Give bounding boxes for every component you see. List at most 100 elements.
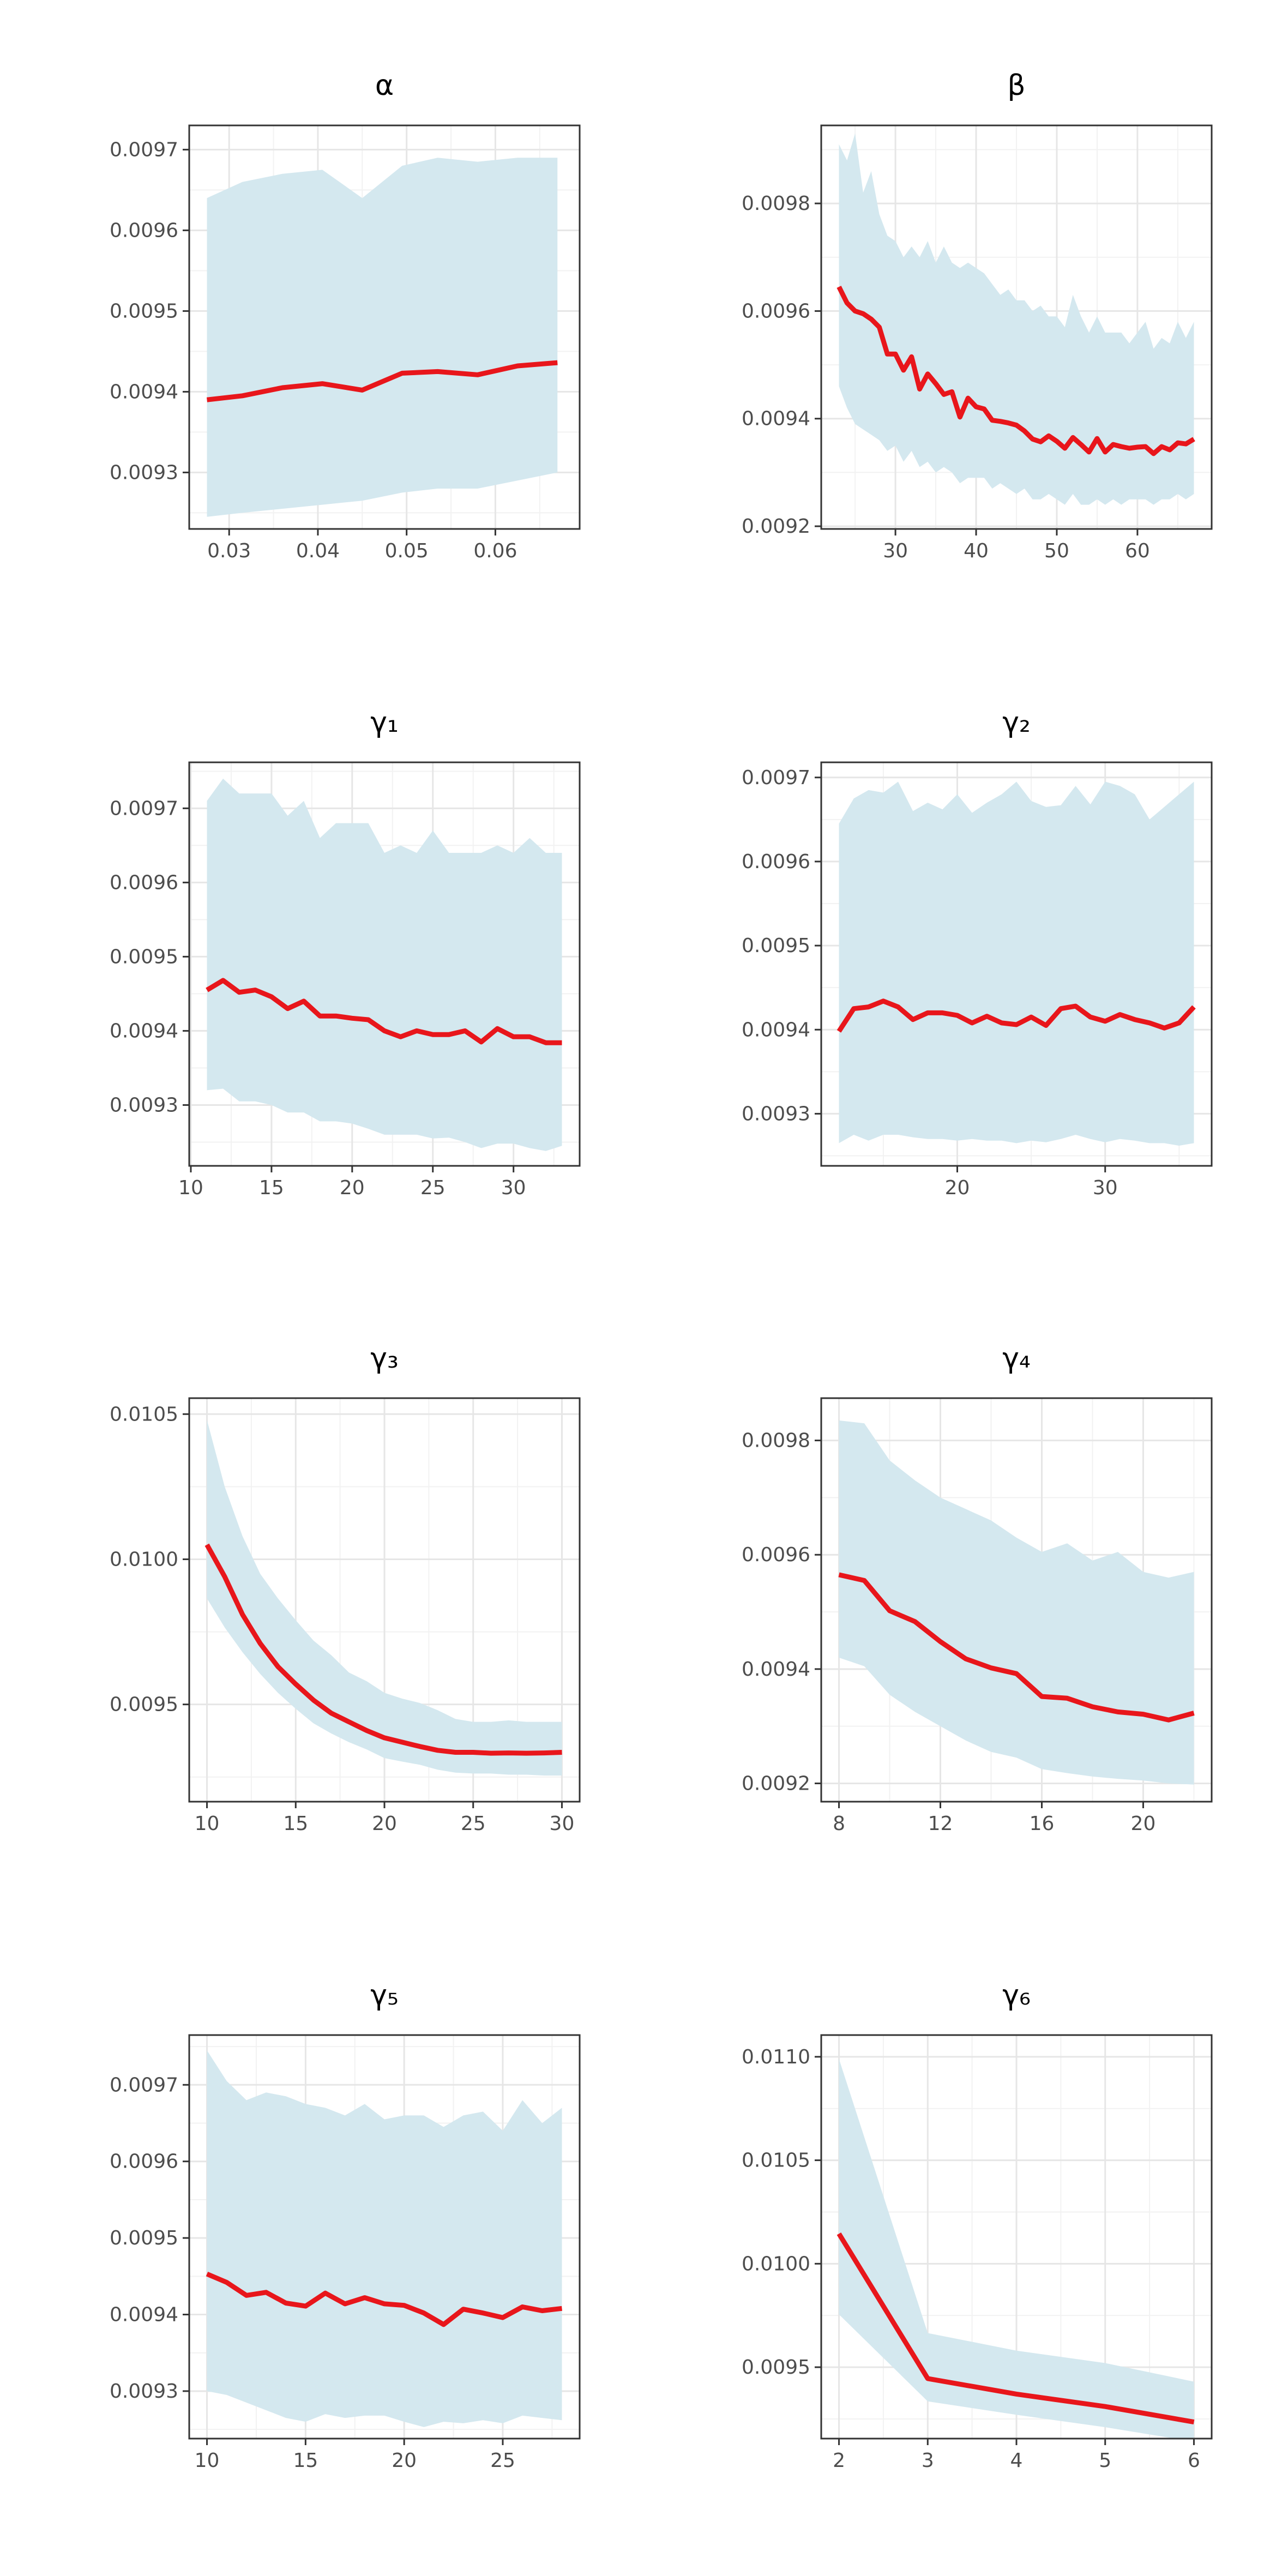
panel-border: [820, 1397, 1213, 1803]
y-tick-label: 0.0096: [110, 2151, 178, 2173]
y-tick-label: 0.0094: [742, 408, 810, 430]
panel-border: [188, 761, 581, 1167]
y-tick-label: 0.0092: [742, 515, 810, 538]
x-tick-label: 0.04: [296, 540, 340, 562]
y-tick-label: 0.0098: [742, 192, 810, 215]
y-tick-label: 0.0095: [742, 2356, 810, 2379]
x-tick-label: 25: [461, 1813, 486, 1835]
x-tick-label: 20: [1131, 1813, 1156, 1835]
x-tick-label: 6: [1188, 2449, 1200, 2472]
panel-title: γ₂: [1002, 706, 1031, 739]
x-tick-label: 3: [922, 2449, 934, 2472]
y-tick-label: 0.0093: [110, 1094, 178, 1116]
y-tick-label: 0.0097: [742, 767, 810, 789]
panel-gamma-5: 10 15 20 25 0.0093 0.0094 0.0095 0.0096 0.0097 γ₅: [110, 1979, 581, 2472]
x-tick-label: 0.06: [473, 540, 517, 562]
x-tick-label: 5: [1099, 2449, 1111, 2472]
x-tick-label: 20: [372, 1813, 397, 1835]
y-tick-label: 0.0093: [110, 461, 178, 484]
panel-alpha: 0.03 0.04 0.05 0.06 0.0093 0.0094 0.0095 0.0096…: [110, 69, 581, 562]
mean-line: [836, 2232, 1195, 2425]
panel-title: γ₁: [370, 706, 399, 739]
y-tick-label: 0.0094: [110, 381, 178, 403]
y-tick-label: 0.0094: [742, 1658, 810, 1681]
x-tick-label: 20: [340, 1177, 365, 1199]
panel-border: [820, 124, 1213, 530]
panel-title: α: [375, 69, 394, 102]
y-tick-label: 0.0095: [742, 935, 810, 957]
y-tick-label: 0.0110: [742, 2046, 810, 2068]
x-tick-label: 50: [1044, 540, 1069, 562]
y-tick-label: 0.0094: [742, 1019, 810, 1041]
y-tick-label: 0.0093: [110, 2380, 178, 2403]
confidence-band: [839, 133, 1194, 505]
panel-title: γ₅: [370, 1979, 399, 2012]
y-tick-label: 0.0095: [110, 2227, 178, 2249]
confidence-band: [207, 778, 562, 1151]
panel-gamma-4: 8 12 16 20 0.0092 0.0094 0.0096 0.0098 γ₄: [742, 1342, 1213, 1835]
x-tick-label: 10: [178, 1177, 203, 1199]
y-tick-label: 0.0096: [110, 871, 178, 894]
panel-title: γ₃: [370, 1342, 399, 1375]
x-tick-label: 30: [883, 540, 908, 562]
x-tick-label: 15: [293, 2449, 318, 2472]
y-tick-label: 0.0100: [742, 2253, 810, 2275]
y-tick-label: 0.0097: [110, 797, 178, 820]
mean-line: [836, 998, 1196, 1033]
x-tick-label: 40: [964, 540, 989, 562]
confidence-band: [839, 2059, 1194, 2439]
panel-border: [188, 2034, 581, 2440]
panel-beta: 30 40 50 60 0.0092 0.0094 0.0096 0.0098 β: [742, 69, 1213, 562]
y-tick-label: 0.0096: [742, 300, 810, 322]
x-tick-label: 12: [928, 1813, 953, 1835]
y-tick-label: 0.0097: [110, 2074, 178, 2096]
x-tick-label: 25: [420, 1177, 446, 1199]
y-tick-label: 0.0105: [110, 1403, 178, 1425]
panel-title: γ₄: [1002, 1342, 1031, 1375]
mean-line: [836, 285, 1195, 456]
y-tick-label: 0.0094: [110, 1020, 178, 1042]
x-tick-label: 10: [195, 1813, 220, 1835]
mean-line: [206, 978, 562, 1045]
x-tick-label: 60: [1125, 540, 1150, 562]
x-tick-label: 20: [392, 2449, 417, 2472]
y-tick-label: 0.0095: [110, 946, 178, 968]
x-tick-label: 20: [945, 1177, 970, 1199]
y-tick-label: 0.0097: [110, 139, 178, 161]
confidence-band: [207, 2050, 562, 2427]
panel-title: γ₆: [1002, 1979, 1031, 2012]
x-tick-label: 16: [1030, 1813, 1055, 1835]
mean-line: [206, 360, 558, 402]
y-tick-label: 0.0098: [742, 1430, 810, 1452]
x-tick-label: 0.03: [207, 540, 251, 562]
y-tick-label: 0.0096: [742, 851, 810, 873]
x-tick-label: 25: [490, 2449, 515, 2472]
x-tick-label: 30: [550, 1813, 575, 1835]
x-tick-label: 10: [195, 2449, 220, 2472]
mean-line: [204, 1543, 562, 1756]
y-tick-label: 0.0093: [742, 1103, 810, 1125]
panel-title: β: [1007, 69, 1025, 102]
y-tick-label: 0.0100: [110, 1548, 178, 1570]
confidence-band: [207, 158, 558, 517]
y-tick-label: 0.0096: [742, 1544, 810, 1566]
x-tick-label: 30: [501, 1177, 526, 1199]
x-tick-label: 15: [283, 1813, 308, 1835]
x-tick-label: 4: [1010, 2449, 1023, 2472]
y-tick-label: 0.0092: [742, 1772, 810, 1795]
x-tick-label: 30: [1093, 1177, 1118, 1199]
mean-line: [838, 1572, 1195, 1723]
mean-line: [206, 2271, 563, 2327]
confidence-band: [839, 781, 1194, 1146]
y-tick-label: 0.0094: [110, 2304, 178, 2326]
panel-gamma-1: 10 15 20 25 30 0.0093 0.0094 0.0095 0.0096 0.0097…: [110, 706, 581, 1199]
y-tick-label: 0.0095: [110, 300, 178, 322]
panel-gamma-3: 10 15 20 25 30 0.0095 0.0100 0.0105 γ₃: [110, 1342, 581, 1835]
panel-gamma-6: 2 3 4 5 6 0.0095 0.0100 0.0105 0.0110 γ₆: [742, 1979, 1213, 2472]
x-tick-label: 15: [259, 1177, 284, 1199]
x-tick-label: 8: [833, 1813, 845, 1835]
x-tick-label: 0.05: [385, 540, 429, 562]
y-tick-label: 0.0105: [742, 2150, 810, 2172]
panel-gamma-2: 20 30 0.0093 0.0094 0.0095 0.0096 0.0097 γ₂: [742, 706, 1213, 1199]
